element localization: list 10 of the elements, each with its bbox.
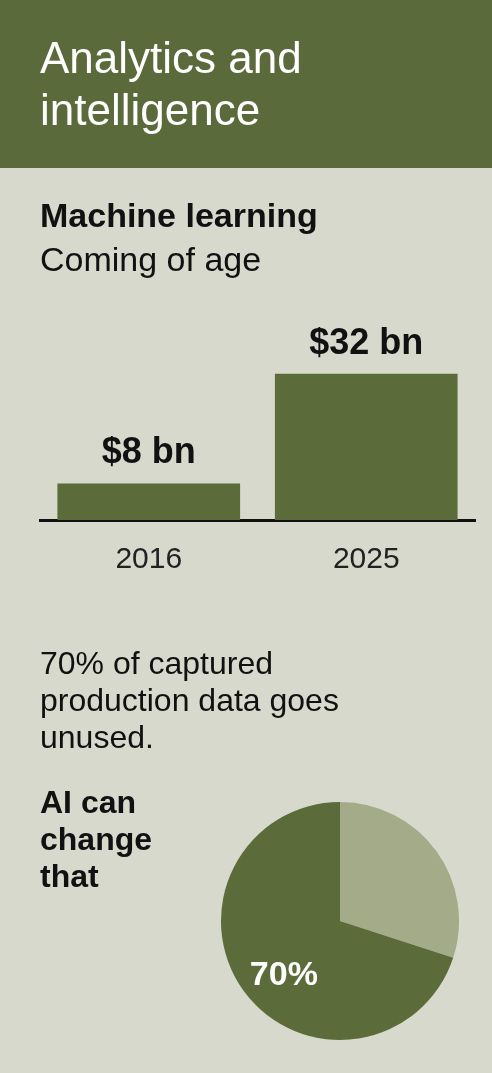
x-tick-label: 2016	[115, 541, 183, 575]
text: Analytics and intelligence	[0, 0, 492, 168]
data-label: $8 bn	[101, 430, 196, 472]
chart-title: Machine learning	[40, 196, 318, 235]
data-label: $32 bn	[309, 320, 424, 362]
chart-title: 70% of captured production data goes unused.	[40, 645, 340, 756]
data-label: 70%	[249, 954, 318, 993]
x-tick-label: 2025	[332, 541, 400, 575]
text: AI can change that	[40, 784, 154, 895]
chart-subtitle: Coming of age	[40, 240, 262, 279]
